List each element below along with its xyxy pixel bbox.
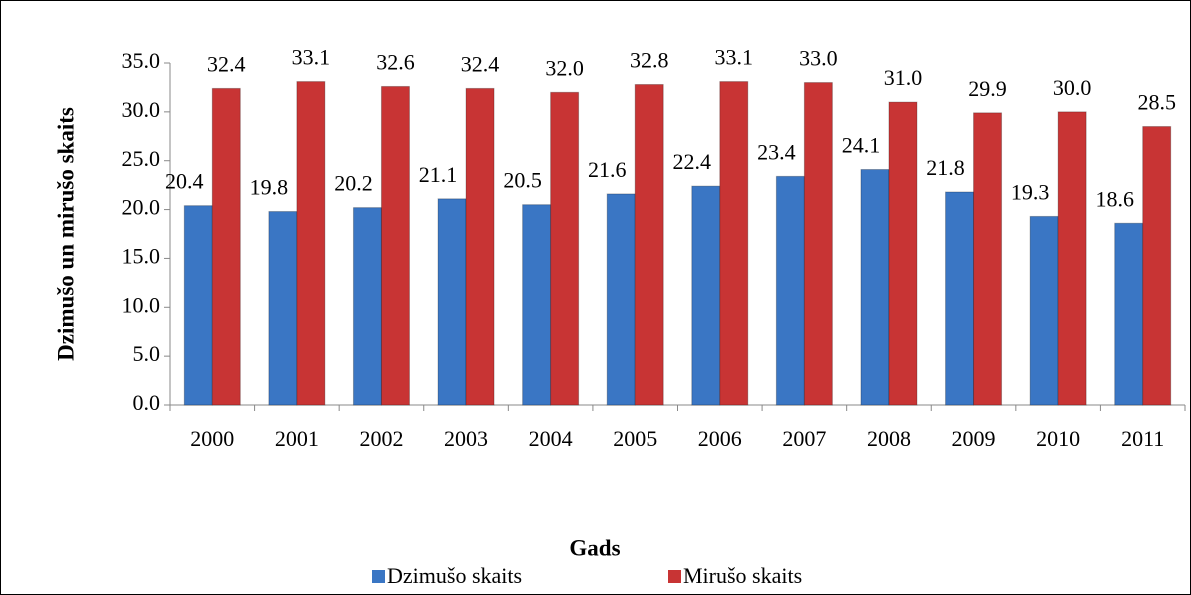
bar: [973, 112, 1003, 406]
data-label: 33.1: [715, 45, 754, 70]
data-label: 32.6: [376, 49, 415, 74]
bar: [352, 207, 382, 406]
bar: [691, 185, 721, 406]
bar: [860, 169, 890, 406]
legend-label: Dzimušo skaits: [387, 563, 522, 588]
bar: [888, 101, 918, 406]
data-label: 19.3: [1011, 179, 1050, 204]
x-tick-label: 2002: [359, 426, 403, 451]
x-tick-label: 2004: [529, 426, 573, 451]
x-tick-label: 2009: [952, 426, 996, 451]
x-axis-title: Gads: [569, 535, 620, 560]
bar: [634, 83, 664, 406]
bar: [296, 81, 326, 406]
data-label: 29.9: [968, 76, 1007, 101]
x-tick-label: 2007: [782, 426, 826, 451]
bar: [380, 85, 410, 406]
data-label: 32.8: [630, 48, 669, 73]
data-label: 19.8: [250, 175, 289, 200]
x-tick-label: 2006: [698, 426, 742, 451]
data-label: 33.1: [292, 45, 331, 70]
x-tick-label: 2005: [613, 426, 657, 451]
x-tick-label: 2003: [444, 426, 488, 451]
data-label: 21.6: [588, 157, 627, 182]
y-tick-label: 10.0: [122, 292, 161, 317]
y-tick-label: 0.0: [133, 390, 161, 415]
data-label: 20.2: [334, 171, 373, 196]
bar: [183, 205, 213, 406]
bar: [1057, 111, 1087, 406]
data-label: 24.1: [842, 133, 881, 158]
bar: [437, 198, 467, 406]
bar: [1029, 215, 1059, 406]
bar: [268, 211, 298, 406]
bar: [719, 81, 749, 406]
data-label: 28.5: [1137, 90, 1176, 115]
y-tick-label: 35.0: [122, 48, 161, 73]
data-label: 18.6: [1095, 186, 1134, 211]
bar: [211, 87, 241, 406]
bar: [606, 193, 636, 406]
data-label: 32.4: [461, 51, 500, 76]
bar: [945, 191, 975, 406]
legend-swatch: [372, 570, 385, 583]
data-label: 21.1: [419, 162, 458, 187]
data-label: 21.8: [926, 155, 965, 180]
bar: [803, 82, 833, 406]
data-label: 23.4: [757, 139, 796, 164]
data-label: 20.5: [503, 168, 542, 193]
data-label: 22.4: [673, 149, 712, 174]
bar: [1142, 126, 1172, 406]
y-tick-label: 15.0: [122, 243, 161, 268]
data-label: 32.4: [207, 51, 246, 76]
y-axis-title: Dzimušo un mirušo skaits: [53, 107, 78, 361]
bar: [550, 91, 580, 406]
x-tick-label: 2001: [275, 426, 319, 451]
y-tick-label: 5.0: [133, 341, 161, 366]
data-label: 20.4: [165, 169, 204, 194]
y-tick-label: 25.0: [122, 146, 161, 171]
data-label: 32.0: [545, 55, 584, 80]
bar: [522, 204, 552, 406]
data-label: 33.0: [799, 46, 838, 71]
y-tick-label: 20.0: [122, 195, 161, 220]
x-tick-label: 2011: [1121, 426, 1164, 451]
data-label: 30.0: [1053, 75, 1092, 100]
x-tick-label: 2010: [1036, 426, 1080, 451]
legend-swatch: [668, 570, 681, 583]
x-tick-label: 2008: [867, 426, 911, 451]
bar: [465, 87, 495, 406]
bar: [1114, 222, 1144, 406]
data-label: 31.0: [884, 65, 923, 90]
y-tick-label: 30.0: [122, 97, 161, 122]
bar: [775, 175, 805, 406]
x-tick-label: 2000: [190, 426, 234, 451]
legend-label: Mirušo skaits: [683, 563, 802, 588]
